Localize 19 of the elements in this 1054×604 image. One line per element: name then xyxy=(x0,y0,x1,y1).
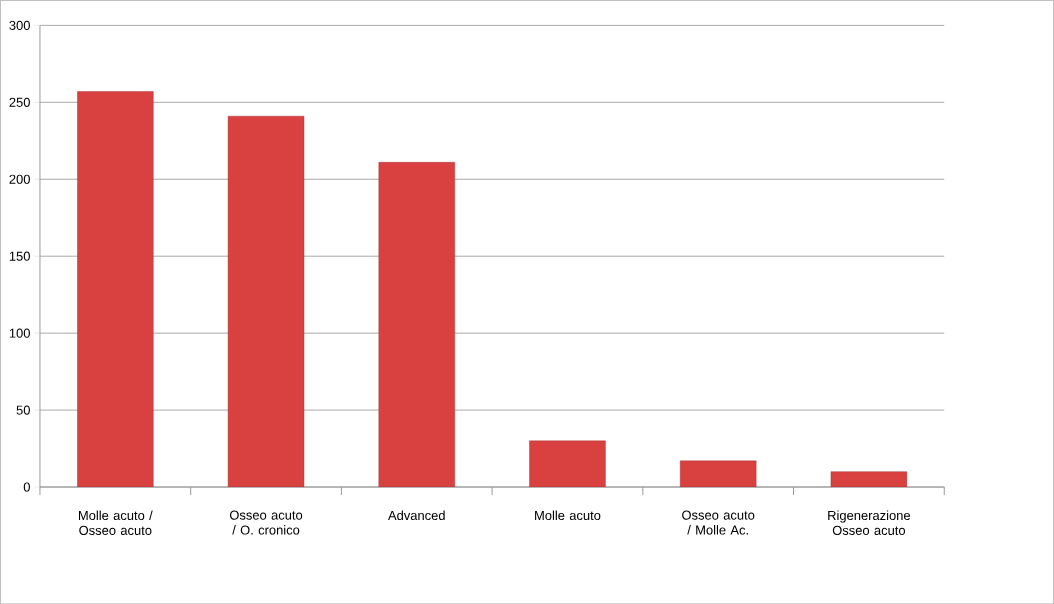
bar xyxy=(830,471,908,487)
x-tick-label: Molle acuto / Osseo acuto xyxy=(78,510,153,535)
x-tick-label: Advanced xyxy=(388,510,445,520)
x-tick-label: Rigenerazione Osseo acuto xyxy=(828,510,911,535)
x-tick-label: Osseo acuto / Molle Ac. xyxy=(682,510,755,535)
y-tick-label: 50 xyxy=(16,405,30,415)
y-tick-label: 200 xyxy=(9,174,30,184)
y-tick-label: 100 xyxy=(9,328,30,338)
bar xyxy=(227,115,305,487)
bar xyxy=(77,91,154,487)
y-tick-label: 150 xyxy=(9,251,30,261)
bar xyxy=(529,440,606,487)
x-tick-label: Molle acuto xyxy=(535,510,601,520)
y-tick-label: 300 xyxy=(9,20,30,30)
y-tick-label: 250 xyxy=(9,97,30,107)
x-tick-label: Osseo acuto / O. cronico xyxy=(229,510,303,535)
bar xyxy=(680,460,757,487)
y-tick-label: 0 xyxy=(23,482,30,492)
bar xyxy=(378,161,455,487)
